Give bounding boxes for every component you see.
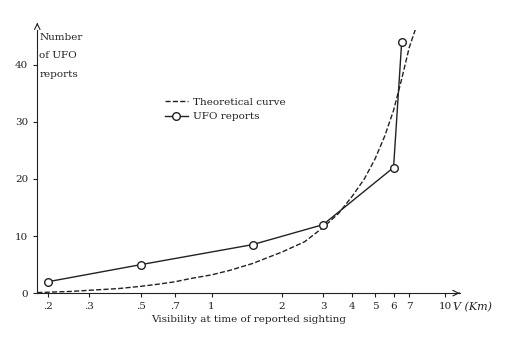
Text: V (Km): V (Km) bbox=[453, 303, 492, 313]
X-axis label: Visibility at time of reported sighting: Visibility at time of reported sighting bbox=[151, 316, 346, 324]
Theoretical curve bbox=[336, 211, 342, 216]
Theoretical curve bbox=[398, 77, 405, 81]
Theoretical curve bbox=[250, 261, 256, 266]
Theoretical curve bbox=[186, 277, 192, 281]
Theoretical curve bbox=[361, 177, 367, 181]
Theoretical curve bbox=[301, 240, 308, 244]
UFO reports bbox=[391, 165, 397, 170]
Theoretical curve bbox=[320, 225, 326, 230]
Theoretical curve bbox=[34, 290, 40, 295]
Theoretical curve bbox=[420, 5, 426, 10]
Theoretical curve bbox=[67, 289, 74, 293]
UFO reports bbox=[320, 222, 326, 227]
Line: UFO reports: UFO reports bbox=[44, 38, 406, 286]
Theoretical curve bbox=[227, 268, 233, 273]
Legend: Theoretical curve, UFO reports: Theoretical curve, UFO reports bbox=[161, 93, 290, 126]
Line: Theoretical curve: Theoretical curve bbox=[37, 8, 423, 292]
Theoretical curve bbox=[391, 108, 397, 113]
Theoretical curve bbox=[172, 279, 178, 284]
Theoretical curve bbox=[349, 194, 355, 198]
UFO reports bbox=[398, 40, 405, 44]
Text: Number: Number bbox=[39, 33, 83, 42]
Text: of UFO: of UFO bbox=[39, 52, 77, 60]
UFO reports bbox=[250, 243, 256, 247]
Theoretical curve bbox=[372, 157, 378, 161]
Text: reports: reports bbox=[39, 70, 78, 79]
Theoretical curve bbox=[279, 250, 285, 254]
Theoretical curve bbox=[138, 284, 144, 288]
Theoretical curve bbox=[406, 45, 412, 50]
UFO reports bbox=[45, 279, 51, 284]
Theoretical curve bbox=[156, 282, 163, 286]
Theoretical curve bbox=[382, 134, 388, 138]
Theoretical curve bbox=[86, 288, 92, 292]
UFO reports bbox=[138, 262, 144, 267]
Theoretical curve bbox=[208, 273, 214, 277]
Theoretical curve bbox=[116, 286, 122, 291]
